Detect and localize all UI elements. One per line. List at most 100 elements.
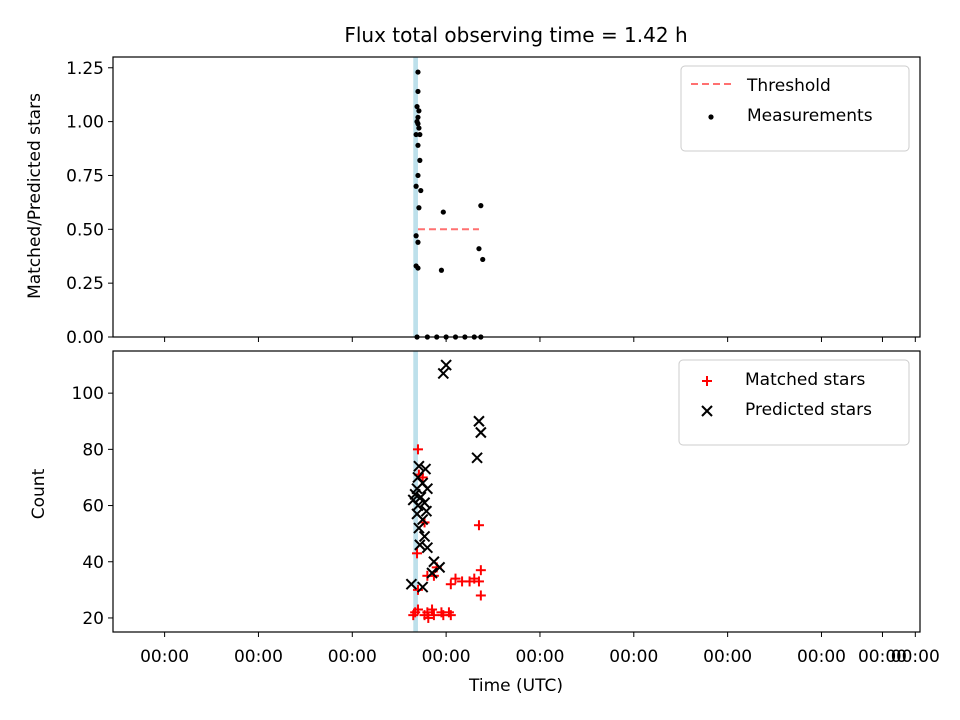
y-tick-label: 0.25 <box>66 274 104 294</box>
measurement-point <box>413 183 419 189</box>
predicted-marker-b <box>428 556 440 568</box>
x-tick-label: 00:00 <box>703 647 752 667</box>
x-tick-label: 00:00 <box>328 647 377 667</box>
predicted-marker-b <box>411 508 423 520</box>
measurement-point <box>415 121 421 127</box>
predicted-star-marker <box>413 460 425 472</box>
matched-star-marker <box>445 610 456 621</box>
x-tick-label: 00:00 <box>422 647 471 667</box>
predicted-marker-b <box>418 530 431 543</box>
measurement-point <box>440 209 446 215</box>
matched-star-marker <box>412 444 423 455</box>
predicted-marker-b <box>475 426 487 439</box>
predicted-star-marker <box>437 367 450 380</box>
matched-star-marker <box>423 612 434 623</box>
measurement-point <box>418 187 424 194</box>
matched-star-marker <box>473 576 484 587</box>
predicted-marker-b <box>473 415 485 427</box>
y-tick-label: 0.00 <box>66 328 104 348</box>
predicted-star-marker <box>420 505 433 517</box>
matched-star-marker <box>428 610 439 621</box>
legend-marker-predicted-b <box>701 405 713 417</box>
y-tick-label: 60 <box>82 497 104 517</box>
x-tick-label: 00:00 <box>858 647 907 667</box>
predicted-marker-b <box>407 494 419 506</box>
predicted-marker-b <box>421 541 434 554</box>
matched-star-marker <box>475 590 486 601</box>
measurement-point <box>414 103 420 110</box>
predicted-marker-b <box>420 505 433 517</box>
predicted-marker-b <box>418 497 431 509</box>
predicted-marker-b <box>471 452 483 464</box>
predicted-star-marker <box>471 452 483 464</box>
predicted-star-marker <box>475 426 487 439</box>
axes-frame <box>112 350 921 633</box>
predicted-star-marker <box>418 530 431 543</box>
predicted-marker-b <box>433 561 446 574</box>
predicted-star-marker <box>416 581 429 593</box>
measurement-point <box>416 125 422 131</box>
measurement-point <box>476 246 482 252</box>
axes-frame <box>112 56 921 338</box>
measurement-point <box>415 172 421 179</box>
legend-marker-measurement <box>708 114 714 120</box>
measurement-point <box>415 114 421 120</box>
matched-star-marker <box>412 584 423 595</box>
top-panel: 0.00 0.25 0.50 0.75 1.00 1.25 Threshold Measure… <box>66 56 921 348</box>
bottom-panel: 20 40 60 80 100 Matched stars Predicted stars 0… <box>72 350 940 667</box>
measurement-point <box>478 203 484 209</box>
measurement-point <box>415 265 421 271</box>
legend-label: Matched stars <box>745 370 865 390</box>
y-tick-label: 0.75 <box>66 166 104 186</box>
legend-box <box>680 65 910 152</box>
measurement-point <box>416 205 422 211</box>
measurement-point <box>438 267 445 273</box>
predicted-marker-b <box>426 567 438 579</box>
matched-star-marker <box>412 548 423 559</box>
predicted-star-marker <box>414 539 426 551</box>
matched-star-marker <box>445 579 456 590</box>
x-tick-label: 00:00 <box>234 647 283 667</box>
measurement-point <box>415 88 421 95</box>
x-tick-label: 00:00 <box>891 647 940 667</box>
time-span-highlight <box>413 57 418 337</box>
legend-label: Measurements <box>747 106 873 126</box>
measurement-point <box>413 233 419 239</box>
predicted-marker-b <box>412 471 424 484</box>
predicted-marker-b <box>412 499 424 512</box>
predicted-marker-b <box>405 578 418 590</box>
y-tick-label: 0.50 <box>66 220 104 240</box>
measurement-point <box>413 131 419 138</box>
predicted-star-marker <box>415 491 427 503</box>
matched-star-marker <box>475 565 486 576</box>
predicted-star-marker <box>433 561 446 574</box>
y-tick-label: 80 <box>82 440 104 460</box>
x-tick-label: 00:00 <box>609 647 658 667</box>
y-axis-label-top: Matched/Predicted stars <box>25 93 45 299</box>
predicted-star-marker <box>418 497 431 509</box>
measurement-point <box>415 142 421 148</box>
measurement-point <box>417 157 423 163</box>
predicted-star-marker <box>440 359 452 371</box>
predicted-marker-b <box>437 367 450 380</box>
predicted-marker-b <box>416 513 429 526</box>
measurement-point <box>417 131 423 138</box>
y-tick-label: 40 <box>82 553 104 573</box>
predicted-marker-b <box>414 539 426 551</box>
predicted-star-marker <box>413 522 425 534</box>
predicted-star-marker <box>473 415 485 427</box>
predicted-star-marker <box>421 482 434 495</box>
predicted-marker-b <box>413 522 425 534</box>
measurement-point <box>415 69 421 75</box>
y-tick-label: 1.00 <box>66 113 104 133</box>
predicted-star-marker <box>405 578 418 590</box>
legend-label: Threshold <box>746 76 831 96</box>
y-axis-label-bottom: Count <box>29 468 49 519</box>
predicted-marker-b <box>421 482 434 495</box>
predicted-marker-b <box>413 460 425 472</box>
measurement-point <box>415 239 421 245</box>
legend-label: Predicted stars <box>745 400 872 420</box>
predicted-star-marker <box>421 541 434 554</box>
x-tick-label: 00:00 <box>140 647 189 667</box>
